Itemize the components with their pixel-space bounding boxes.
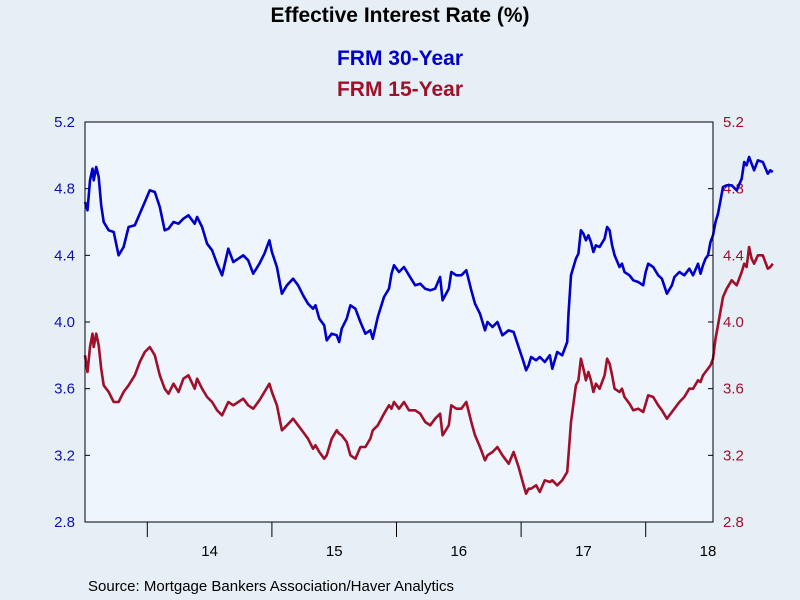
- x-tick-label: 15: [326, 543, 343, 560]
- y-left-tick-label: 2.8: [54, 514, 75, 531]
- plot-area: [84, 121, 714, 523]
- plot-layer: 2.83.23.64.04.44.85.22.83.23.64.04.44.85…: [54, 114, 774, 560]
- x-tick-label: 16: [450, 543, 467, 560]
- series-line-frm-30-year: [83, 155, 774, 372]
- y-left-tick-label: 4.0: [54, 314, 75, 331]
- legend-entry-frm-15-year: FRM 15-Year: [337, 78, 463, 101]
- y-right-tick-label: 4.4: [723, 247, 744, 264]
- y-right-tick-label: 4.0: [723, 314, 744, 331]
- x-tick-label: 18: [700, 543, 717, 560]
- y-left-tick-label: 4.4: [54, 247, 75, 264]
- y-right-tick-label: 2.8: [723, 514, 744, 531]
- x-tick-label: 14: [201, 543, 218, 560]
- y-left-tick-label: 3.2: [54, 447, 75, 464]
- y-left-tick-label: 3.6: [54, 381, 75, 398]
- y-left-tick-label: 5.2: [54, 114, 75, 131]
- y-left-tick-label: 4.8: [54, 181, 75, 198]
- y-right-tick-label: 5.2: [723, 114, 744, 131]
- y-right-tick-label: 3.6: [723, 381, 744, 398]
- legend-entry-frm-30-year: FRM 30-Year: [337, 47, 463, 70]
- source-note: Source: Mortgage Bankers Association/Hav…: [88, 578, 454, 595]
- plot-frame: [84, 121, 714, 523]
- x-tick-label: 17: [575, 543, 592, 560]
- series-line-frm-15-year: [83, 245, 774, 495]
- y-right-tick-label: 3.2: [723, 447, 744, 464]
- chart-title: Effective Interest Rate (%): [270, 4, 529, 27]
